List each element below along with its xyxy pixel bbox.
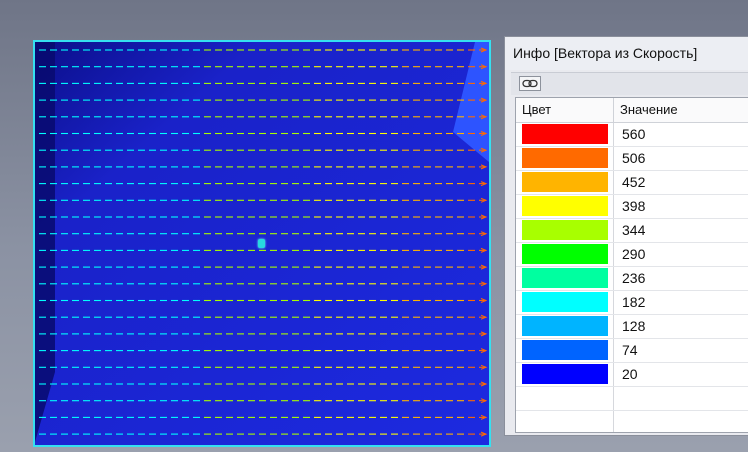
- high-velocity-region: [453, 42, 489, 162]
- table-row[interactable]: 506: [516, 147, 748, 171]
- value-cell: 182: [622, 294, 646, 310]
- table-row[interactable]: 290: [516, 243, 748, 267]
- color-swatch: [522, 220, 608, 240]
- color-swatch: [522, 364, 608, 384]
- table-row[interactable]: 236: [516, 267, 748, 291]
- vector-arrowhead: [480, 131, 488, 136]
- vector-arrowhead: [480, 247, 488, 253]
- table-row[interactable]: 74: [516, 339, 748, 363]
- value-cell: 560: [622, 126, 646, 142]
- legend-table: Цвет Значение 560 506 452 398 344 290 236 182 12…: [515, 97, 748, 433]
- vector-arrowhead: [480, 431, 488, 437]
- empty-cell: [516, 387, 614, 410]
- column-header-value[interactable]: Значение: [620, 102, 678, 117]
- table-row[interactable]: 452: [516, 171, 748, 195]
- vector-arrowhead: [480, 298, 488, 303]
- vector-arrowhead: [480, 147, 488, 153]
- value-cell: 290: [622, 246, 646, 262]
- empty-row: [516, 387, 748, 411]
- window-title[interactable]: Инфо [Вектора из Скорость]: [505, 37, 748, 70]
- info-window[interactable]: Инфо [Вектора из Скорость] Цвет Значение…: [504, 36, 748, 436]
- color-cell: [516, 363, 614, 386]
- color-swatch: [522, 148, 608, 168]
- value-cell: 20: [622, 366, 638, 382]
- probe-point-marker[interactable]: [258, 239, 265, 248]
- value-cell: 398: [622, 198, 646, 214]
- vector-arrowhead: [480, 80, 488, 86]
- table-row[interactable]: 20: [516, 363, 748, 387]
- table-header: Цвет Значение: [516, 98, 748, 123]
- table-row[interactable]: 344: [516, 219, 748, 243]
- low-velocity-region: [35, 42, 55, 442]
- legend-rows: 560 506 452 398 344 290 236 182 128 74 20: [516, 123, 748, 432]
- vector-arrowhead: [480, 214, 488, 220]
- value-cell: 344: [622, 222, 646, 238]
- vector-arrowhead: [480, 414, 488, 420]
- table-row[interactable]: 398: [516, 195, 748, 219]
- color-cell: [516, 315, 614, 338]
- value-cell: 236: [622, 270, 646, 286]
- empty-cell: [516, 411, 614, 432]
- color-cell: [516, 243, 614, 266]
- vector-arrowhead: [480, 264, 488, 270]
- value-cell: 128: [622, 318, 646, 334]
- vector-field-plot[interactable]: [33, 40, 491, 447]
- color-swatch: [522, 340, 608, 360]
- color-swatch: [522, 172, 608, 192]
- color-cell: [516, 339, 614, 362]
- color-cell: [516, 291, 614, 314]
- empty-cell: [614, 387, 748, 410]
- column-header-color[interactable]: Цвет: [516, 98, 614, 122]
- vector-arrowhead: [480, 381, 488, 387]
- color-cell: [516, 147, 614, 170]
- link-button[interactable]: [519, 76, 541, 91]
- value-cell: 74: [622, 342, 638, 358]
- color-swatch: [522, 244, 608, 264]
- color-cell: [516, 219, 614, 242]
- vector-arrowhead: [480, 331, 488, 337]
- vector-arrowhead: [480, 398, 488, 404]
- empty-row: [516, 411, 748, 432]
- table-row[interactable]: 560: [516, 123, 748, 147]
- vector-arrowhead: [480, 64, 488, 70]
- link-icon: [522, 79, 538, 88]
- vector-arrowhead: [480, 281, 488, 287]
- value-cell: 506: [622, 150, 646, 166]
- empty-cell: [614, 411, 748, 432]
- color-cell: [516, 195, 614, 218]
- vector-arrowhead: [480, 197, 488, 203]
- color-swatch: [522, 268, 608, 288]
- color-cell: [516, 171, 614, 194]
- vector-arrowhead: [480, 47, 488, 53]
- vector-arrowhead: [480, 97, 488, 103]
- toolbar: [511, 72, 748, 95]
- vector-arrowhead: [480, 364, 488, 370]
- table-row[interactable]: 128: [516, 315, 748, 339]
- vector-arrowhead: [480, 164, 488, 170]
- vector-arrowhead: [480, 314, 488, 320]
- vector-arrowhead: [480, 348, 488, 354]
- table-row[interactable]: 182: [516, 291, 748, 315]
- color-cell: [516, 123, 614, 146]
- vector-arrowhead: [480, 114, 488, 120]
- value-cell: 452: [622, 174, 646, 190]
- vector-arrowhead: [480, 231, 488, 237]
- color-cell: [516, 267, 614, 290]
- color-swatch: [522, 316, 608, 336]
- color-swatch: [522, 292, 608, 312]
- color-swatch: [522, 196, 608, 216]
- vector-arrowhead: [480, 181, 488, 187]
- color-swatch: [522, 124, 608, 144]
